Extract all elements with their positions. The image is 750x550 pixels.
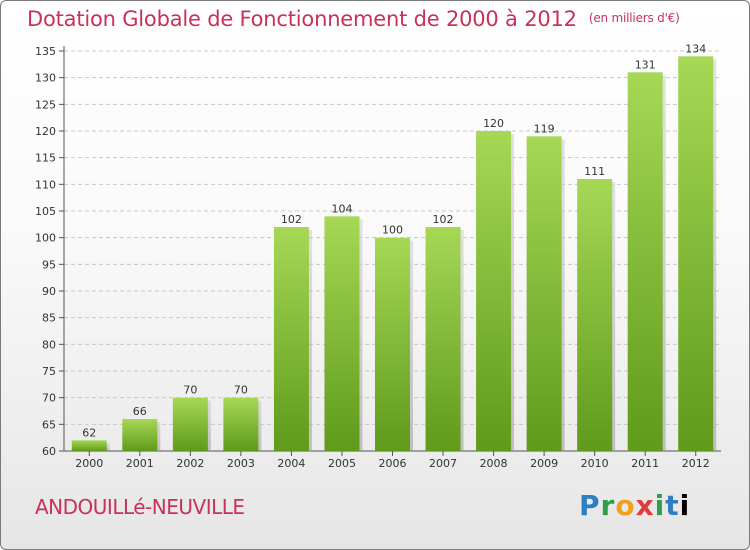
bar <box>324 216 360 451</box>
x-tick-label: 2007 <box>429 457 457 470</box>
logo-letter: o <box>615 489 636 522</box>
bar <box>223 397 259 451</box>
y-tick-label: 105 <box>35 205 56 218</box>
y-tick-label: 100 <box>35 232 56 245</box>
title-text: Dotation Globale de Fonctionnement de 20… <box>27 7 577 31</box>
data-label: 66 <box>133 405 147 418</box>
data-label: 134 <box>685 42 706 55</box>
y-tick-label: 70 <box>42 392 56 405</box>
bar <box>425 227 461 451</box>
y-tick-label: 80 <box>42 338 56 351</box>
bar <box>678 56 714 451</box>
y-tick-label: 65 <box>42 418 56 431</box>
proxiti-logo: Proxiti <box>579 489 690 522</box>
unit-label: (en milliers d'€) <box>588 11 680 25</box>
y-tick-label: 115 <box>35 152 56 165</box>
chart-title: Dotation Globale de Fonctionnement de 20… <box>27 7 680 31</box>
data-label: 102 <box>433 213 454 226</box>
x-tick-label: 2012 <box>682 457 710 470</box>
x-tick-label: 2011 <box>631 457 659 470</box>
logo-letter: x <box>635 489 655 522</box>
bar <box>71 440 107 451</box>
x-tick-label: 2009 <box>530 457 558 470</box>
y-tick-label: 85 <box>42 312 56 325</box>
x-tick-label: 2008 <box>480 457 508 470</box>
y-tick-label: 130 <box>35 72 56 85</box>
bar <box>122 419 158 451</box>
data-label: 120 <box>483 117 504 130</box>
data-label: 104 <box>331 202 352 215</box>
x-tick-label: 2001 <box>126 457 154 470</box>
data-label: 111 <box>584 165 605 178</box>
bar <box>627 72 663 451</box>
bar <box>526 136 562 452</box>
x-tick-label: 2010 <box>581 457 609 470</box>
data-label: 70 <box>183 384 197 397</box>
bar <box>273 227 309 451</box>
data-label: 62 <box>82 426 96 439</box>
x-tick-label: 2000 <box>75 457 103 470</box>
x-tick-label: 2003 <box>227 457 255 470</box>
logo-letter: P <box>579 489 601 522</box>
logo-letter: i <box>679 489 691 522</box>
bar <box>577 179 613 451</box>
y-tick-label: 95 <box>42 258 56 271</box>
data-label: 100 <box>382 224 403 237</box>
x-tick-label: 2006 <box>379 457 407 470</box>
bar <box>375 237 410 451</box>
city-name: ANDOUILLé-NEUVILLE <box>35 495 245 519</box>
x-tick-label: 2005 <box>328 457 356 470</box>
bar <box>172 397 208 451</box>
y-tick-label: 120 <box>35 125 56 138</box>
data-label: 102 <box>281 213 302 226</box>
y-tick-label: 75 <box>42 365 56 378</box>
bar <box>476 131 512 451</box>
x-tick-label: 2002 <box>176 457 204 470</box>
data-label: 131 <box>635 58 656 71</box>
y-tick-label: 60 <box>42 445 56 458</box>
y-tick-label: 90 <box>42 285 56 298</box>
x-tick-label: 2004 <box>277 457 305 470</box>
data-label: 119 <box>534 122 555 135</box>
logo-letter: r <box>600 489 616 522</box>
y-tick-label: 110 <box>35 178 56 191</box>
y-tick-label: 125 <box>35 98 56 111</box>
logo-letter: t <box>665 489 680 522</box>
y-tick-label: 135 <box>35 45 56 58</box>
data-label: 70 <box>234 384 248 397</box>
logo-letter: i <box>654 489 666 522</box>
